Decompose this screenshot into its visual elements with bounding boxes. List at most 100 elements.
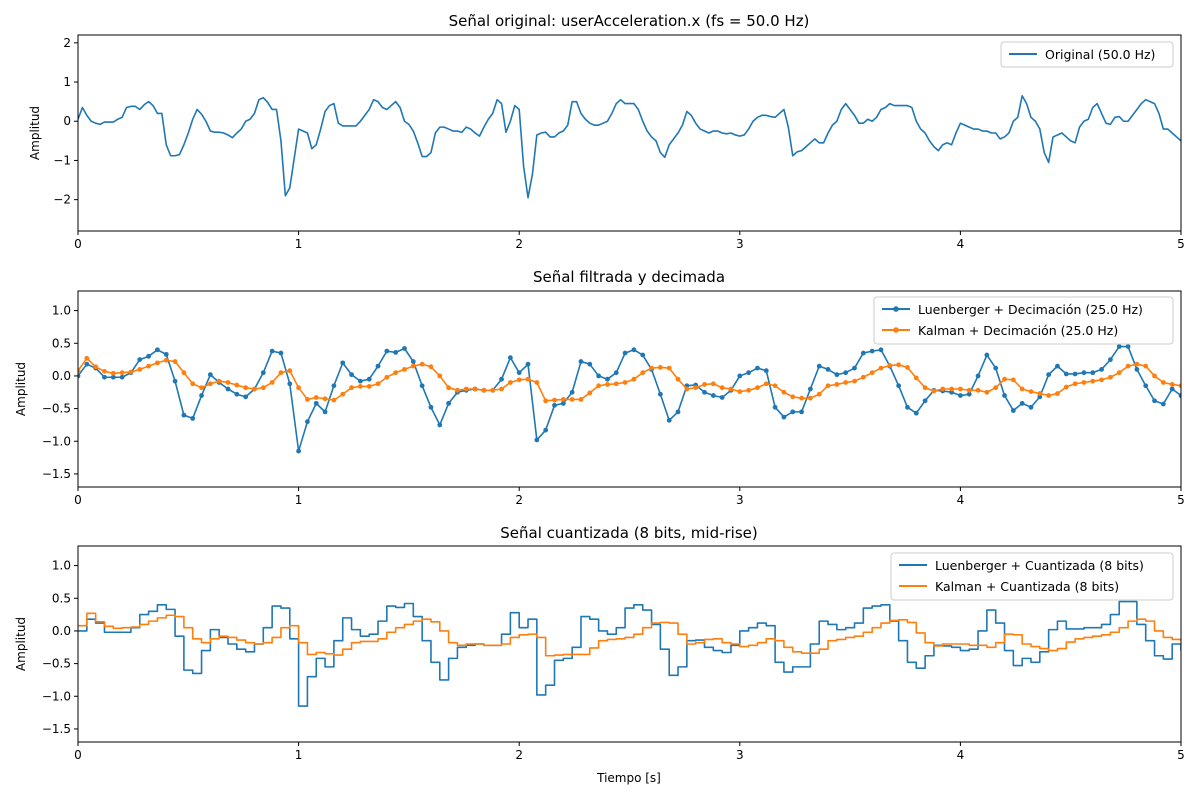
series-point-0	[587, 361, 593, 367]
series-point-0	[1134, 367, 1140, 372]
series-point-1	[728, 386, 734, 392]
series-point-0	[807, 386, 813, 392]
series-point-1	[393, 370, 399, 376]
series-point-1	[746, 387, 752, 393]
series-point-1	[949, 386, 954, 392]
series-point-1	[207, 381, 213, 387]
series-point-1	[684, 386, 690, 392]
series-point-1	[552, 397, 557, 403]
series-point-0	[525, 361, 531, 367]
series-point-0	[357, 378, 363, 384]
series-point-1	[340, 391, 346, 397]
series-point-0	[322, 409, 328, 415]
panel-filtered: Señal filtrada y decimada Amplitud 0 1 2 3 4…	[14, 268, 1185, 507]
series-point-1	[78, 368, 81, 374]
series-point-1	[516, 377, 522, 383]
series-point-1	[905, 365, 910, 370]
series-point-1	[1002, 376, 1007, 382]
series-point-1	[1019, 386, 1025, 392]
series-point-0	[1063, 371, 1069, 377]
series-point-1	[225, 380, 231, 385]
series-point-1	[1134, 361, 1140, 367]
series-point-1	[419, 361, 425, 367]
series-point-0	[84, 361, 90, 367]
series-point-1	[428, 364, 434, 370]
series-point-1	[1108, 374, 1113, 380]
series-point-1	[560, 397, 566, 402]
series-point-0	[710, 393, 716, 398]
series-point-0	[331, 383, 337, 389]
series-point-1	[252, 386, 257, 392]
series-point-1	[922, 385, 928, 391]
series-point-0	[340, 360, 346, 366]
series-point-1	[172, 359, 178, 364]
x-tick-label: 4	[957, 493, 965, 507]
series-point-1	[84, 355, 90, 361]
y-tick-label: −1.0	[42, 434, 71, 448]
series-point-1	[772, 383, 778, 389]
series-point-0	[1019, 400, 1025, 406]
series-point-1	[260, 385, 266, 391]
series-point-0	[666, 417, 672, 423]
series-point-1	[605, 382, 610, 387]
x-tick-label: 2	[515, 493, 523, 507]
series-point-1	[1099, 377, 1104, 383]
panel-original-legend: Original (50.0 Hz)	[1000, 41, 1174, 68]
series-point-0	[966, 391, 972, 397]
series-point-1	[128, 369, 134, 375]
legend-label-luenberger-quant: Luenberger + Cuantizada (8 bits)	[935, 558, 1144, 573]
y-tick-label: −1.5	[42, 467, 71, 481]
series-point-0	[393, 350, 399, 355]
series-point-0	[1178, 393, 1181, 398]
series-point-1	[622, 380, 628, 385]
series-point-0	[402, 346, 407, 351]
series-point-1	[781, 389, 787, 395]
series-point-0	[234, 391, 240, 397]
series-point-0	[1108, 357, 1113, 362]
y-tick-label: −1	[53, 153, 71, 167]
legend-label-luenberger: Luenberger + Decimación (25.0 Hz)	[918, 302, 1143, 317]
series-point-1	[481, 387, 487, 393]
series-point-1	[305, 397, 310, 402]
series-point-1	[119, 370, 125, 376]
series-point-0	[410, 359, 416, 364]
series-point-1	[1081, 380, 1087, 385]
x-tick-label: 5	[1177, 237, 1185, 251]
series-point-1	[110, 370, 116, 376]
series-point-0	[269, 348, 275, 354]
series-point-0	[163, 351, 169, 357]
y-tick-label: −1.5	[42, 722, 71, 736]
series-point-1	[984, 389, 990, 395]
series-point-1	[357, 383, 363, 389]
series-point-0	[1002, 393, 1007, 398]
series-point-0	[763, 368, 769, 374]
series-point-0	[225, 386, 231, 392]
series-point-0	[640, 352, 646, 358]
series-point-0	[534, 437, 540, 443]
series-point-1	[525, 376, 531, 382]
series-point-0	[631, 347, 637, 353]
series-point-1	[490, 387, 496, 393]
y-tick-label: 0	[63, 114, 71, 128]
y-tick-label: 0.0	[52, 369, 71, 383]
series-point-1	[102, 368, 107, 374]
series-point-1	[243, 385, 249, 391]
series-point-0	[155, 347, 160, 353]
plot-area	[78, 344, 1181, 454]
series-point-0	[146, 353, 151, 359]
series-point-1	[402, 367, 407, 372]
x-tick-label: 1	[295, 748, 303, 762]
series-point-0	[675, 409, 681, 415]
series-point-0	[199, 393, 204, 398]
series-point-1	[278, 370, 284, 376]
series-point-0	[375, 363, 381, 369]
series-point-0	[516, 370, 522, 376]
series-point-1	[1055, 391, 1060, 396]
panel-original-title: Señal original: userAcceleration.x (fs =…	[449, 12, 810, 30]
series-point-0	[181, 412, 187, 418]
panel-original-ylabel: Amplitud	[28, 106, 42, 160]
series-point-1	[975, 387, 981, 393]
series-point-1	[534, 380, 540, 385]
series-point-1	[1152, 373, 1157, 379]
